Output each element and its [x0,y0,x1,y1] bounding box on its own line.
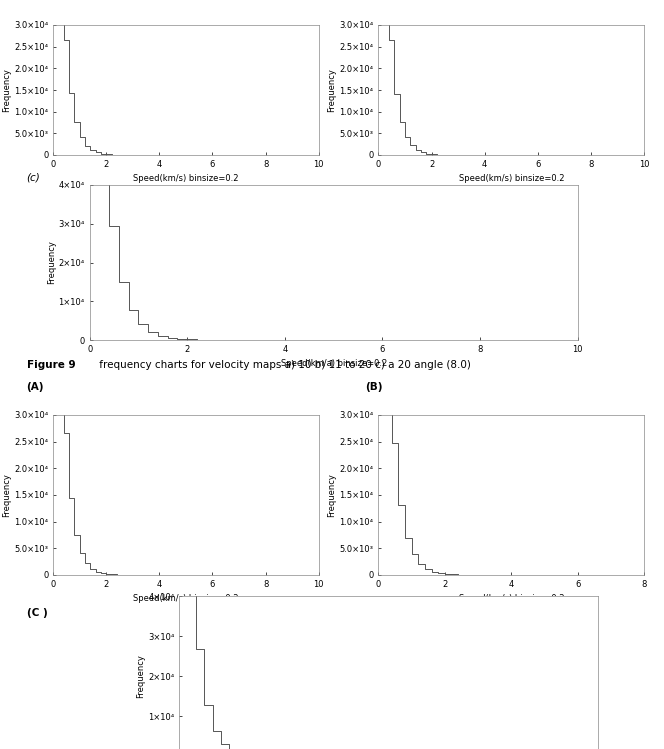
Text: (A): (A) [27,382,44,392]
Text: (C ): (C ) [27,608,47,618]
Y-axis label: Frequency: Frequency [46,240,56,285]
X-axis label: Speed(km/s) binsize=0.2: Speed(km/s) binsize=0.2 [459,595,564,604]
Y-axis label: Frequency: Frequency [2,68,11,112]
Text: Figure 9: Figure 9 [27,360,75,370]
X-axis label: Speed(km/s) binsize=0.2: Speed(km/s) binsize=0.2 [133,595,238,604]
X-axis label: Speed(km/a) binsize=0.2: Speed(km/a) binsize=0.2 [280,360,387,369]
Text: frequency charts for velocity maps a) 10 b) 11 to 20 c) a 20 angle (8.0): frequency charts for velocity maps a) 10… [96,360,471,370]
Text: (c): (c) [27,172,41,182]
Text: (B): (B) [365,382,382,392]
X-axis label: Speed(km/s) binsize=0.2: Speed(km/s) binsize=0.2 [133,175,238,184]
X-axis label: Speed(km/s) binsize=0.2: Speed(km/s) binsize=0.2 [459,175,564,184]
Y-axis label: Frequency: Frequency [327,473,337,517]
Y-axis label: Frequency: Frequency [136,655,145,698]
Y-axis label: Frequency: Frequency [2,473,11,517]
Y-axis label: Frequency: Frequency [327,68,337,112]
